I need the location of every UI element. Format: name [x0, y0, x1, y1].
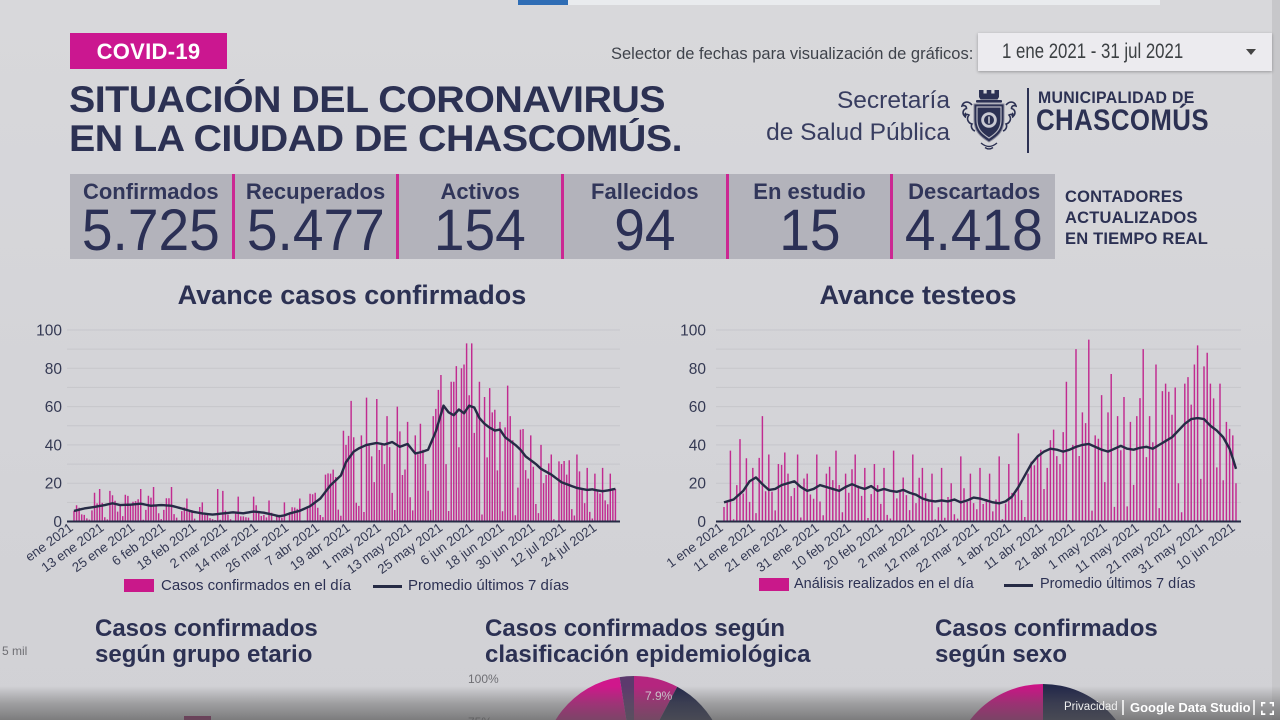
svg-text:20: 20: [45, 476, 63, 493]
svg-text:80: 80: [45, 361, 63, 378]
svg-text:100: 100: [680, 323, 706, 340]
svg-text:80: 80: [689, 361, 707, 378]
svg-text:0: 0: [697, 514, 706, 531]
svg-text:40: 40: [45, 437, 63, 454]
svg-text:20: 20: [689, 476, 707, 493]
svg-text:40: 40: [689, 437, 707, 454]
svg-text:60: 60: [689, 399, 707, 416]
svg-text:0: 0: [53, 514, 62, 531]
svg-text:60: 60: [45, 399, 63, 416]
svg-text:100: 100: [36, 323, 62, 340]
